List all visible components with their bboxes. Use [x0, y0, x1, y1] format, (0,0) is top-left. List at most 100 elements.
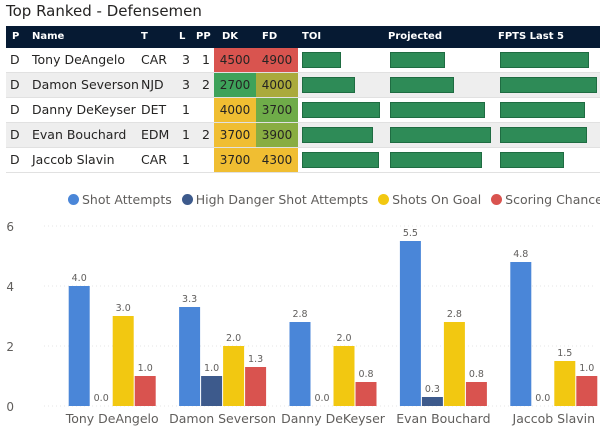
- data-label: 0.8: [358, 369, 373, 380]
- y-tick-label: 2: [6, 340, 14, 354]
- bar-shot-attempts[interactable]: [68, 286, 90, 406]
- bar-shots-on-goal[interactable]: [333, 346, 355, 406]
- team-cell: CAR: [141, 52, 167, 67]
- team-cell: DET: [141, 102, 167, 117]
- x-tick-label: Danny DeKeyser: [281, 411, 386, 426]
- dk-salary-cell: 4500: [214, 48, 256, 72]
- bar-high-danger[interactable]: [201, 376, 223, 406]
- fpts-bar: [500, 127, 587, 143]
- position-cell: D: [10, 52, 20, 67]
- legend-item-high-danger[interactable]: High Danger Shot Attempts: [181, 192, 369, 207]
- legend-swatch-scoring-chances: [491, 194, 503, 205]
- data-label: 0.3: [425, 384, 440, 395]
- table-body: D Tony DeAngelo CAR 3 1 4500 4900 D Damon Severs…: [6, 48, 600, 173]
- table-row[interactable]: D Jaccob Slavin CAR 1 3700 4300: [6, 148, 600, 173]
- legend-item-shots-on-goal[interactable]: Shots On Goal: [378, 192, 481, 207]
- legend-label-scoring-chances: Scoring Chances: [505, 192, 600, 207]
- data-label: 1.0: [138, 363, 153, 374]
- data-label: 1.0: [204, 363, 219, 374]
- bar-shots-on-goal[interactable]: [112, 316, 134, 406]
- data-label: 1.5: [557, 348, 572, 359]
- header-powerplay[interactable]: PP: [196, 31, 211, 42]
- fd-salary-cell: 4000: [256, 73, 298, 97]
- bar-shot-attempts[interactable]: [399, 241, 421, 406]
- bar-scoring-chances[interactable]: [355, 382, 377, 406]
- bar-shots-on-goal[interactable]: [554, 361, 576, 406]
- data-label: 2.8: [292, 309, 307, 320]
- header-projected[interactable]: Projected: [388, 31, 442, 42]
- position-cell: D: [10, 102, 20, 117]
- position-cell: D: [10, 127, 20, 142]
- legend-swatch-shots-on-goal: [378, 194, 390, 205]
- legend-label-high-danger: High Danger Shot Attempts: [195, 192, 369, 207]
- header-position[interactable]: P: [12, 31, 20, 42]
- legend-item-scoring-chances[interactable]: Scoring Chances: [491, 192, 600, 207]
- data-label: 1.0: [579, 363, 594, 374]
- bar-scoring-chances[interactable]: [245, 367, 267, 406]
- line-cell: 3: [182, 52, 190, 67]
- bar-shot-attempts[interactable]: [289, 322, 311, 406]
- table-row[interactable]: D Evan Bouchard EDM 1 2 3700 3900: [6, 123, 600, 148]
- header-line[interactable]: L: [179, 31, 186, 42]
- player-name-cell: Jaccob Slavin: [32, 152, 115, 167]
- bar-shot-attempts[interactable]: [179, 307, 201, 406]
- bar-scoring-chances[interactable]: [465, 382, 487, 406]
- header-fd[interactable]: FD: [262, 31, 278, 42]
- position-cell: D: [10, 152, 20, 167]
- player-name-cell: Danny DeKeyser: [32, 102, 136, 117]
- powerplay-cell: 1: [202, 52, 210, 67]
- projected-bar: [390, 52, 445, 68]
- y-tick-label: 0: [6, 400, 14, 414]
- bar-shot-attempts[interactable]: [510, 262, 532, 406]
- toi-bar: [302, 127, 373, 143]
- table-row[interactable]: D Danny DeKeyser DET 1 4000 3700: [6, 98, 600, 123]
- data-label: 0.0: [314, 393, 329, 404]
- table-header: P Name T L PP DK FD TOI Projected FPTS L…: [6, 26, 600, 48]
- legend-label-shot-attempts: Shot Attempts: [82, 192, 172, 207]
- player-name-cell: Tony DeAngelo: [32, 52, 125, 67]
- data-label: 0.0: [94, 393, 109, 404]
- table-row[interactable]: D Tony DeAngelo CAR 3 1 4500 4900: [6, 48, 600, 73]
- legend-swatch-shot-attempts: [68, 194, 79, 205]
- fd-salary-cell: 3700: [256, 98, 298, 122]
- team-cell: CAR: [141, 152, 167, 167]
- y-tick-label: 6: [6, 220, 14, 234]
- fd-salary-cell: 4900: [256, 48, 298, 72]
- line-cell: 1: [182, 152, 190, 167]
- projected-bar: [390, 77, 454, 93]
- fpts-bar: [500, 77, 597, 93]
- header-team[interactable]: T: [141, 31, 148, 42]
- team-cell: NJD: [141, 77, 164, 92]
- fpts-bar: [500, 52, 589, 68]
- bar-high-danger[interactable]: [421, 397, 443, 406]
- data-label: 2.0: [336, 333, 351, 344]
- legend-item-shot-attempts[interactable]: Shot Attempts: [68, 192, 172, 207]
- data-label: 5.5: [403, 228, 418, 239]
- table-row[interactable]: D Damon Severson NJD 3 2 2700 4000: [6, 73, 600, 98]
- y-tick-label: 4: [6, 280, 14, 294]
- chart-legend: Shot Attempts High Danger Shot Attempts …: [68, 192, 600, 207]
- header-fpts-last-5[interactable]: FPTS Last 5: [498, 31, 564, 42]
- data-label: 3.0: [116, 303, 131, 314]
- toi-bar: [302, 52, 341, 68]
- powerplay-cell: 2: [202, 127, 210, 142]
- data-label: 4.8: [513, 249, 528, 260]
- bar-scoring-chances[interactable]: [134, 376, 156, 406]
- header-dk[interactable]: DK: [222, 31, 239, 42]
- team-cell: EDM: [141, 127, 170, 142]
- header-name[interactable]: Name: [32, 31, 65, 42]
- legend-swatch-high-danger: [181, 194, 193, 205]
- line-cell: 1: [182, 127, 190, 142]
- header-toi[interactable]: TOI: [302, 31, 322, 42]
- bar-shots-on-goal[interactable]: [443, 322, 465, 406]
- x-tick-label: Tony DeAngelo: [65, 411, 159, 426]
- bar-shots-on-goal[interactable]: [223, 346, 245, 406]
- toi-bar: [302, 102, 380, 118]
- x-tick-label: Damon Severson: [169, 411, 276, 426]
- data-label: 0.0: [535, 393, 550, 404]
- projected-bar: [390, 102, 485, 118]
- bar-scoring-chances[interactable]: [576, 376, 598, 406]
- line-cell: 3: [182, 77, 190, 92]
- x-tick-label: Evan Bouchard: [396, 411, 490, 426]
